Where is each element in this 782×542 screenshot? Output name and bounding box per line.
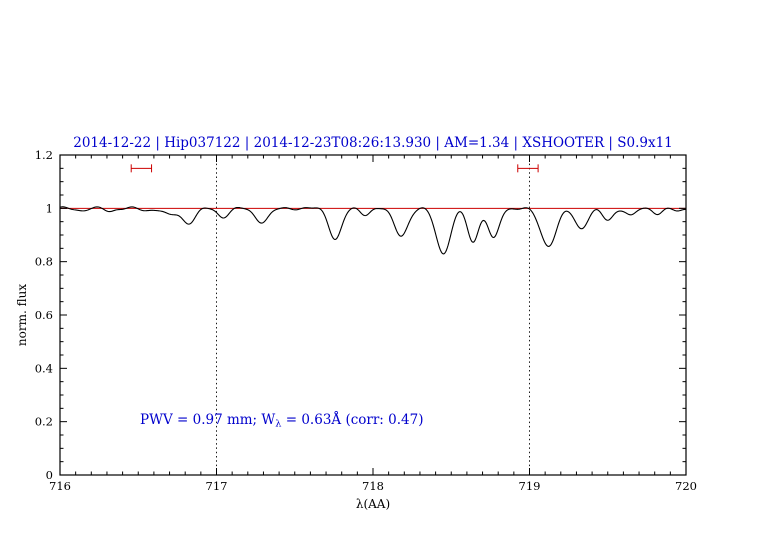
svg-text:716: 716: [49, 479, 71, 493]
svg-text:718: 718: [362, 479, 384, 493]
svg-text:717: 717: [206, 479, 228, 493]
svg-text:720: 720: [675, 479, 697, 493]
dotted-vlines: [216, 155, 530, 475]
svg-text:1: 1: [46, 201, 53, 215]
band-markers: [130, 164, 539, 173]
svg-text:1.2: 1.2: [35, 148, 53, 162]
pwv-annotation-text: PWV = 0.97 mm; W: [140, 412, 276, 428]
lambda-subscript: λ: [275, 418, 282, 430]
pwv-annotation-value: = 0.63Å (corr: 0.47): [281, 412, 424, 428]
svg-text:0.4: 0.4: [35, 361, 53, 375]
y-axis-label: norm. flux: [15, 283, 29, 347]
svg-text:719: 719: [519, 479, 541, 493]
x-axis-label: λ(AA): [355, 497, 391, 511]
y-tick-labels: 0 0.2 0.4 0.6 0.8 1 1.2: [35, 148, 53, 482]
x-tick-labels: 716 717 718 719 720: [49, 479, 697, 493]
svg-text:0.6: 0.6: [35, 308, 53, 322]
axis-ticks: [59, 154, 687, 476]
spectrum-line: [59, 206, 687, 255]
pwv-annotation: PWV = 0.97 mm; Wλ = 0.63Å (corr: 0.47): [140, 412, 423, 430]
svg-text:0.8: 0.8: [35, 255, 53, 269]
plot-title: 2014-12-22 | Hip037122 | 2014-12-23T08:2…: [73, 135, 673, 151]
svg-text:0.2: 0.2: [35, 415, 53, 429]
svg-text:0: 0: [46, 468, 53, 482]
